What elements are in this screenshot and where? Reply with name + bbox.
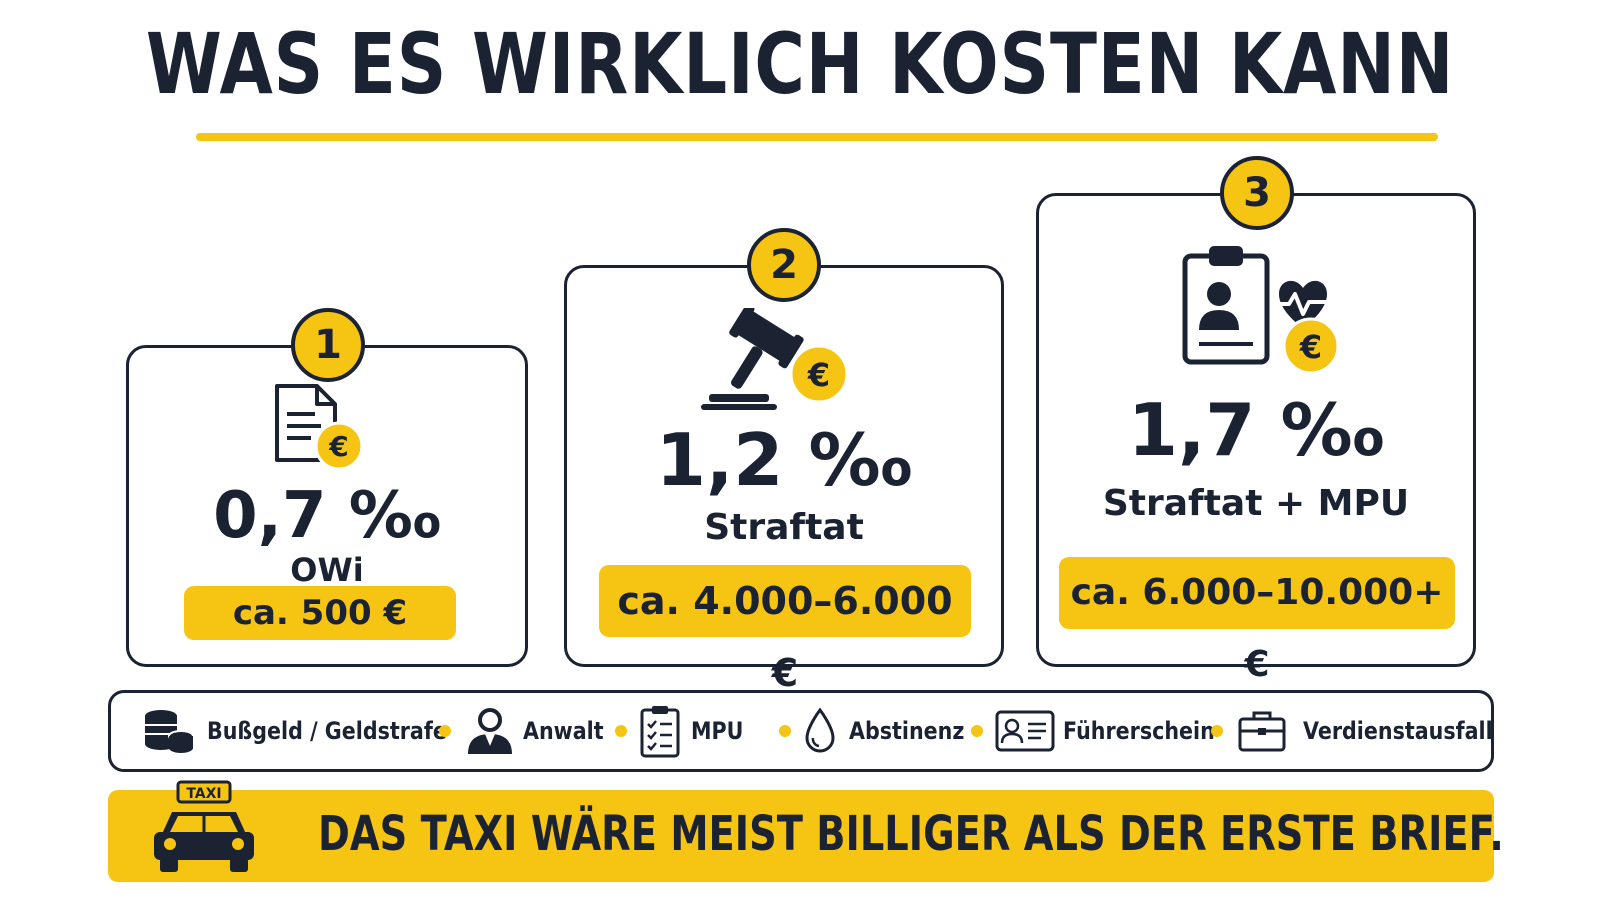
cost-badge-1: ca. 500 €: [184, 586, 456, 640]
coins-icon: [145, 710, 194, 753]
cost-card-3: 3 € 1,7 ‰ Straftat + MPU ca. 6.000–10.00…: [1036, 156, 1476, 685]
legend-item-income-loss: Verdienstausfall: [1237, 693, 1524, 769]
legend-separator: [1211, 725, 1223, 737]
svg-text:€: €: [328, 430, 348, 463]
checklist-icon: [640, 706, 680, 758]
svg-text:€: €: [807, 356, 830, 394]
promille-value-2: 1,2 ‰: [655, 418, 913, 502]
title-underline: [196, 133, 1438, 141]
legend-label: Bußgeld / Geldstrafe: [207, 717, 447, 745]
legend-label: MPU: [691, 717, 744, 745]
cost-card-1: 1 € 0,7 ‰ OWi ca. 500 €: [126, 308, 528, 667]
medical-clipboard-euro-icon: €: [1182, 246, 1340, 375]
legend-item-license: Führerschein: [995, 693, 1240, 769]
svg-text:€: €: [1299, 328, 1322, 366]
offense-label-2: Straftat: [704, 507, 864, 548]
legend-item-fine: Bußgeld / Geldstrafe: [143, 693, 486, 769]
step-badge-2: 2: [747, 228, 821, 302]
taxi-icon: TAXI: [154, 780, 254, 872]
legend-item-abstinence: Abstinenz: [803, 693, 983, 769]
bottom-banner: TAXI DAS TAXI WÄRE MEIST BILLIGER ALS DE…: [108, 780, 1504, 882]
page-title: WAS ES WIRKLICH KOSTEN KANN: [145, 15, 1455, 113]
legend-separator: [779, 725, 791, 737]
cost-badge-3: ca. 6.000–10.000+ €: [1059, 557, 1455, 685]
legend-item-mpu: MPU: [639, 693, 752, 769]
lawyer-icon: [468, 708, 512, 754]
document-euro-icon: €: [275, 384, 364, 471]
briefcase-icon: [1238, 711, 1286, 752]
offense-label-3: Straftat + MPU: [1102, 483, 1410, 524]
cost-factor-legend: Bußgeld / Geldstrafe Anwalt MPU: [108, 690, 1494, 772]
drop-icon: [805, 707, 835, 753]
legend-separator: [615, 725, 627, 737]
promille-value-3: 1,7 ‰: [1127, 388, 1385, 472]
legend-label: Abstinenz: [849, 717, 965, 745]
legend-item-lawyer: Anwalt: [465, 693, 617, 769]
id-card-icon: [995, 710, 1055, 752]
cost-card-2: 2 € 1,2 ‰ Straftat ca. 4.000–6.000 €: [564, 228, 1004, 695]
legend-label: Führerschein: [1063, 717, 1215, 745]
step-badge-1: 1: [291, 308, 365, 382]
legend-separator: [439, 725, 451, 737]
offense-label-1: OWi: [290, 551, 364, 589]
cost-badge-2: ca. 4.000–6.000 €: [599, 565, 971, 695]
gavel-euro-icon: €: [701, 308, 849, 410]
step-badge-3: 3: [1220, 156, 1294, 230]
promille-value-1: 0,7 ‰: [213, 479, 441, 553]
banner-message: DAS TAXI WÄRE MEIST BILLIGER ALS DER ERS…: [318, 806, 1504, 862]
legend-separator: [971, 725, 983, 737]
taxi-sign-text: TAXI: [186, 786, 221, 802]
legend-label: Anwalt: [523, 717, 604, 745]
legend-label: Verdienstausfall: [1303, 717, 1493, 745]
